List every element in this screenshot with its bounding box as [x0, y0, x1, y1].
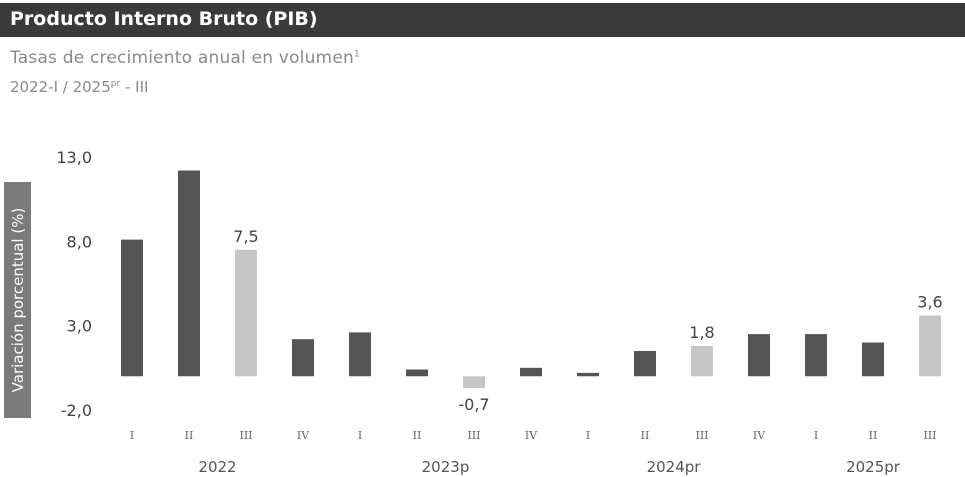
- bar: [634, 350, 656, 377]
- data-label: 1,8: [689, 323, 714, 342]
- subtitle-text: Tasas de crecimiento anual en volumen: [10, 48, 354, 68]
- period-sup: pr: [110, 79, 121, 89]
- bar: [691, 345, 713, 377]
- x-tick-label: I: [358, 429, 362, 442]
- x-tick-label: III: [923, 429, 936, 442]
- bar: [577, 372, 599, 377]
- bar: [520, 367, 542, 377]
- x-tick-label: III: [695, 429, 708, 442]
- x-tick-label: IV: [297, 429, 310, 442]
- period-main: 2022-I / 2025: [10, 78, 111, 96]
- y-tick-label: 8,0: [67, 232, 92, 251]
- bar: [463, 376, 485, 389]
- x-tick-label: I: [586, 429, 590, 442]
- y-tick-label: 13,0: [56, 148, 92, 167]
- x-tick-label: II: [869, 429, 878, 442]
- bar: [748, 334, 770, 377]
- chart-title: Producto Interno Bruto (PIB): [10, 8, 318, 30]
- x-tick-label: III: [239, 429, 252, 442]
- data-label: -0,7: [458, 395, 489, 414]
- title-bar: Producto Interno Bruto (PIB): [0, 3, 965, 37]
- year-label: 2025pr: [846, 458, 901, 476]
- chart-subtitle: Tasas de crecimiento anual en volumen1: [10, 48, 360, 68]
- year-label: 2022: [198, 458, 236, 476]
- bar: [235, 249, 257, 377]
- bar: [919, 315, 941, 377]
- x-tick-label: I: [130, 429, 134, 442]
- period-end: - III: [120, 78, 149, 96]
- year-label: 2023p: [422, 458, 470, 476]
- y-tick-label: -2,0: [61, 401, 92, 420]
- bar: [292, 339, 314, 377]
- data-label: 7,5: [233, 227, 258, 246]
- bar: [805, 334, 827, 377]
- bar: [349, 332, 371, 377]
- bar: [862, 342, 884, 377]
- bar: [178, 170, 200, 377]
- x-tick-label: III: [467, 429, 480, 442]
- x-tick-label: IV: [525, 429, 538, 442]
- x-tick-label: II: [185, 429, 194, 442]
- y-tick-label: 3,0: [67, 317, 92, 336]
- period-label: 2022-I / 2025pr - III: [10, 78, 148, 96]
- bar: [121, 239, 143, 377]
- y-axis-label-box: Variación porcentual (%): [4, 182, 31, 418]
- bar: [406, 369, 428, 377]
- x-tick-label: IV: [753, 429, 766, 442]
- data-label: 3,6: [917, 293, 942, 312]
- x-tick-label: II: [641, 429, 650, 442]
- subtitle-footnote: 1: [353, 49, 360, 60]
- x-tick-label: II: [413, 429, 422, 442]
- year-label: 2024pr: [647, 458, 702, 476]
- x-tick-label: I: [814, 429, 818, 442]
